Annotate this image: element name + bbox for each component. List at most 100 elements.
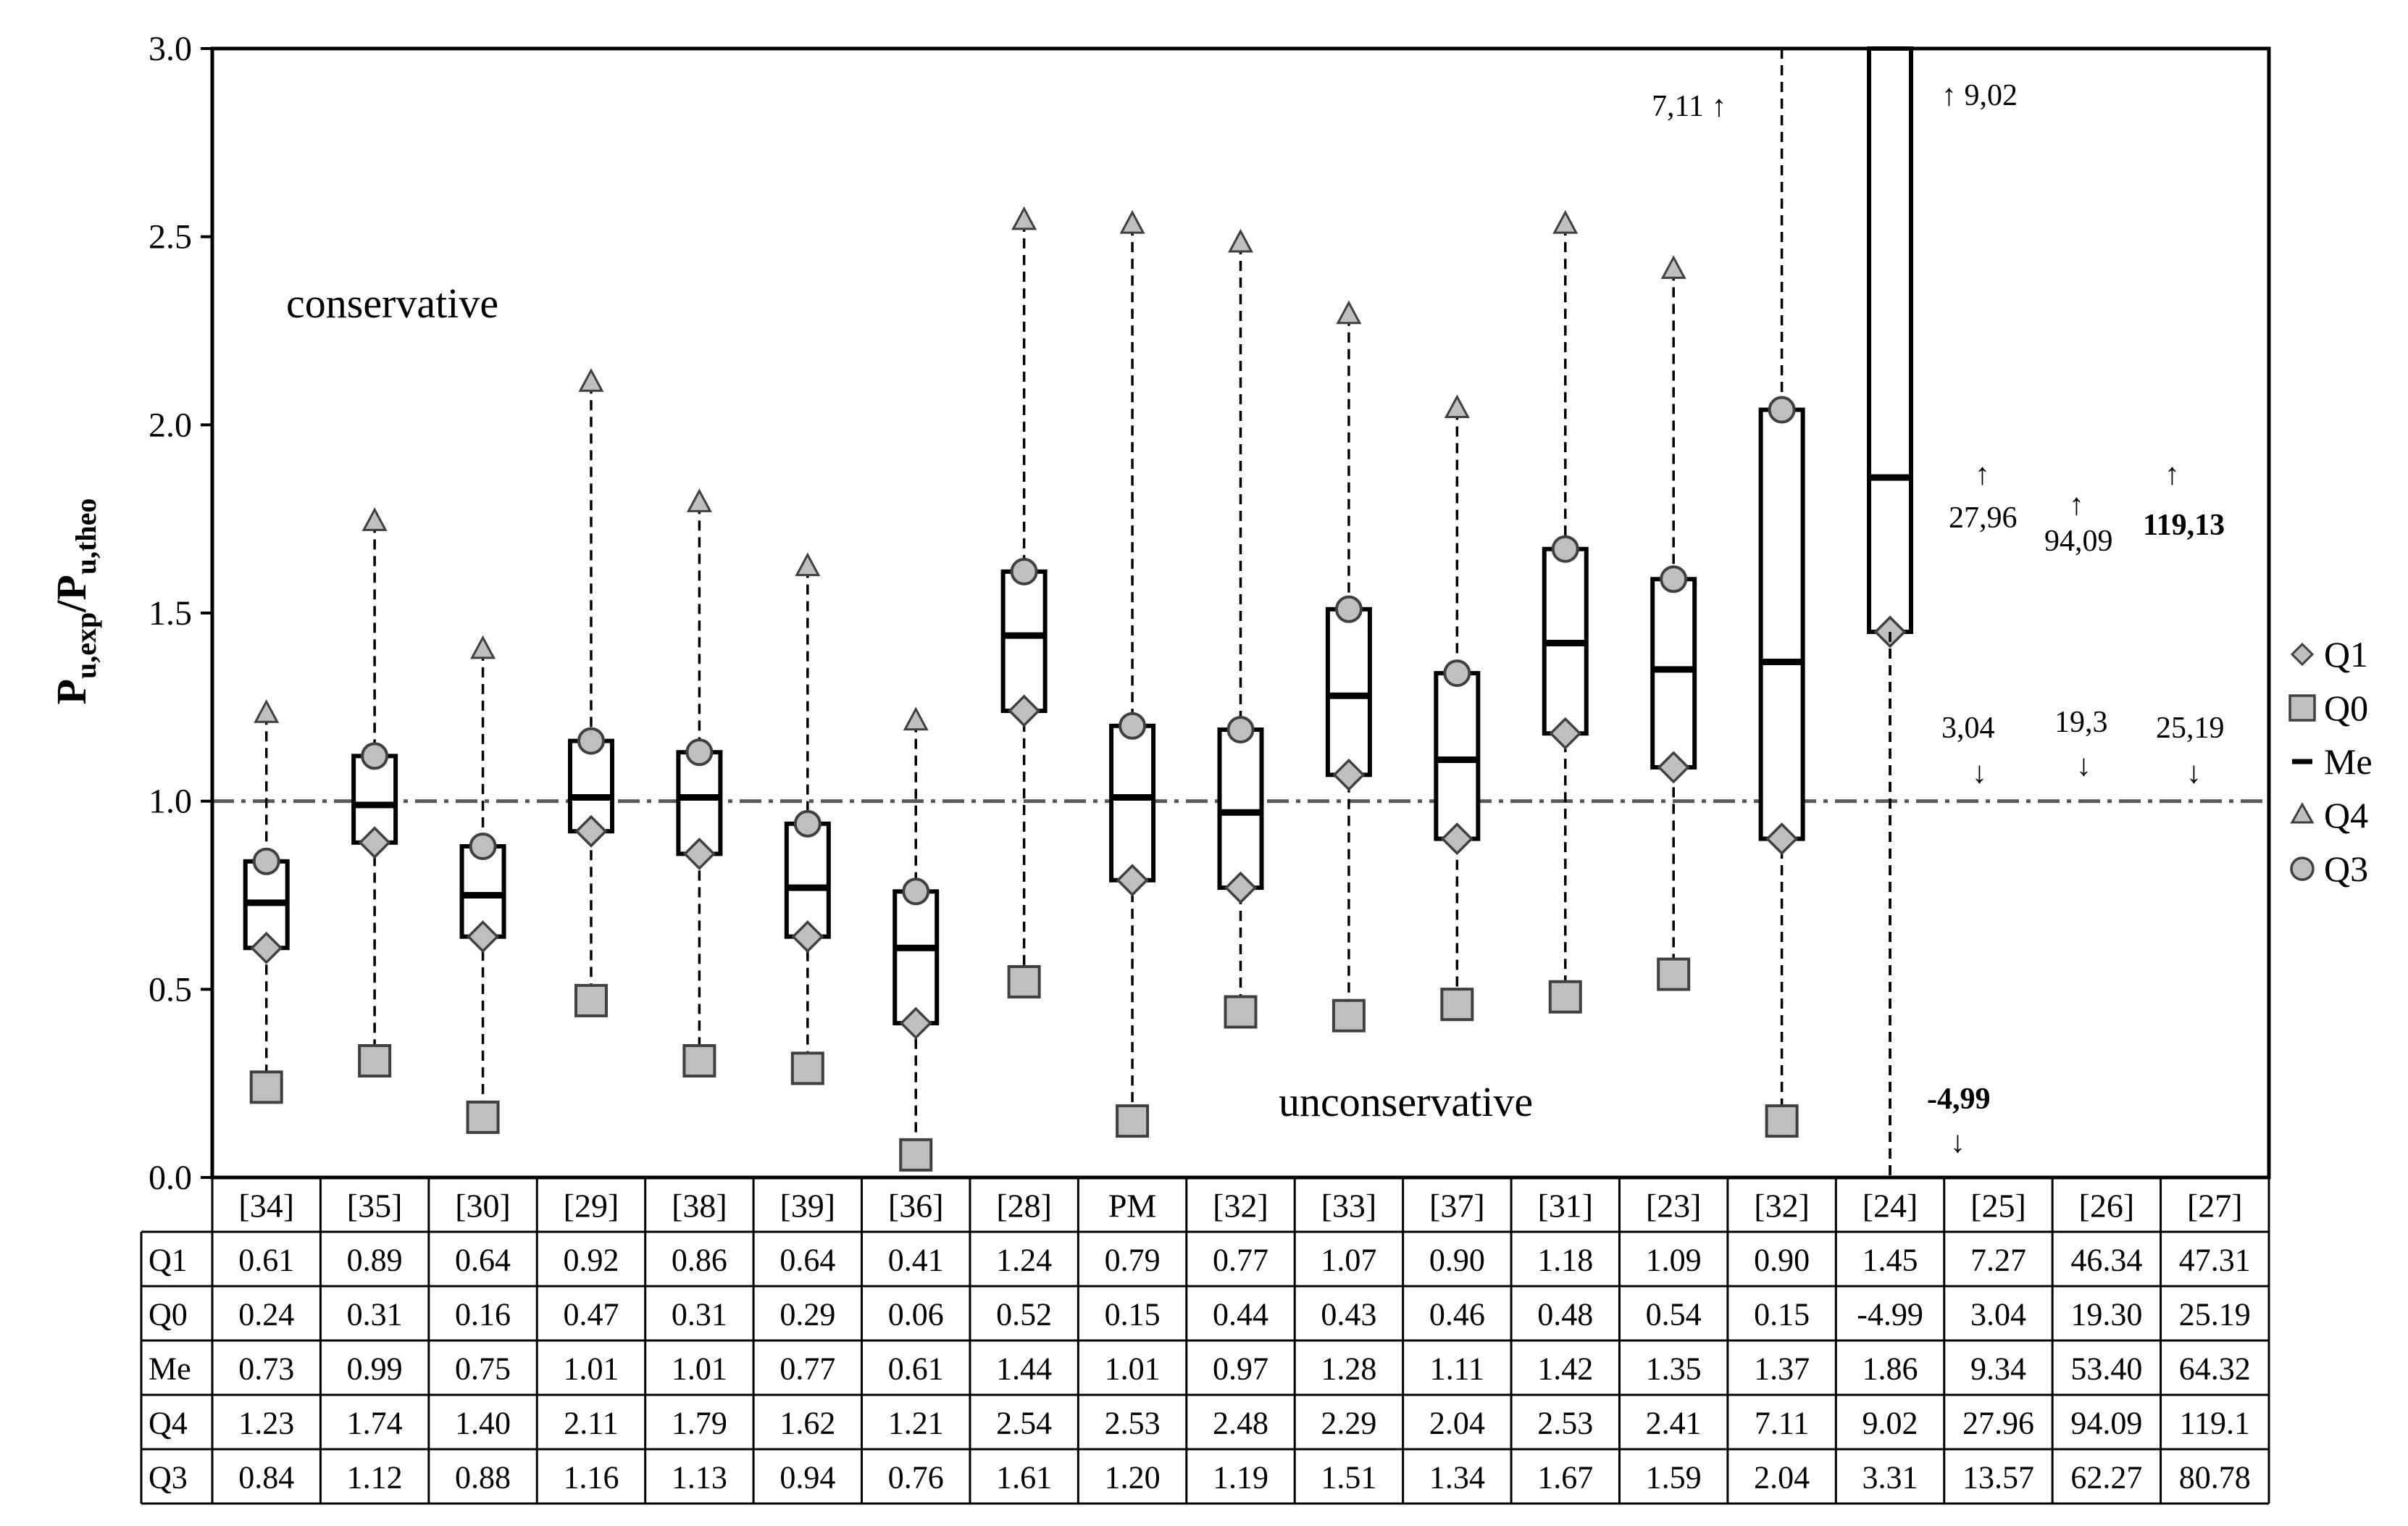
q1-marker: [1440, 822, 1473, 856]
table-cell: 2.11: [564, 1406, 618, 1441]
category-label: [24]: [1863, 1188, 1918, 1225]
y-tick-label: 0.5: [149, 970, 192, 1009]
q1-marker: [1332, 758, 1366, 791]
category-label: [31]: [1537, 1188, 1593, 1225]
y-axis-label: Pu,exp/Pu,theo: [48, 499, 102, 705]
table-cell: 0.52: [996, 1297, 1052, 1333]
table-cell: 0.64: [455, 1243, 511, 1278]
q4-marker: [1444, 394, 1470, 419]
table-cell: 1.19: [1213, 1460, 1268, 1496]
table-cell: 0.44: [1213, 1297, 1268, 1333]
table-cell: 1.07: [1321, 1243, 1376, 1278]
q3-marker: [685, 738, 714, 767]
annotation-q0-24-arrow: ↓: [1950, 1126, 1965, 1159]
y-tick-label: 2.0: [149, 406, 192, 444]
q1-marker: [1008, 694, 1041, 727]
table-cell: 1.21: [888, 1406, 944, 1441]
category-label: [36]: [888, 1188, 944, 1225]
table-cell: -4.99: [1857, 1297, 1923, 1333]
legend-item-q1: Q1: [2290, 634, 2368, 675]
table-cell: 1.01: [1105, 1351, 1161, 1387]
annotations: 7,11 ↑ ↑ 9,02 ↑ 27,96 ↑ 94,09 ↑ 119,13 3…: [1652, 79, 2225, 1159]
legend: Q1 Q0 Me Q4 Q3: [2288, 634, 2373, 889]
table-row-label: Q0: [149, 1297, 188, 1333]
q4-marker: [578, 368, 604, 392]
q1-marker: [467, 920, 500, 954]
table-cell: 1.42: [1537, 1351, 1593, 1387]
legend-item-q3: Q3: [2290, 849, 2368, 889]
table-cell: 62.27: [2070, 1460, 2142, 1496]
table-cell: 3.04: [1970, 1297, 2026, 1333]
category-label: [26]: [2079, 1188, 2135, 1225]
table-cell: 1.16: [563, 1460, 619, 1496]
table-cell: 7.27: [1970, 1243, 2026, 1278]
q3-marker: [577, 727, 605, 755]
iqr-box: [1325, 606, 1372, 777]
table-row-label: Q1: [149, 1243, 188, 1278]
q0-marker: [1007, 964, 1041, 998]
iqr-box: [892, 889, 940, 1026]
table-cell: 3.31: [1863, 1460, 1918, 1496]
table-cell: 1.01: [563, 1351, 619, 1387]
table-cell: 0.84: [238, 1460, 294, 1496]
table-cell: 2.04: [1429, 1406, 1485, 1441]
q3-marker: [1443, 659, 1471, 688]
q4-marker: [254, 699, 280, 723]
table-cell: 0.15: [1754, 1297, 1810, 1333]
y-tick-label: 1.0: [149, 783, 192, 821]
iqr-box: [784, 821, 831, 939]
table-cell: 2.04: [1754, 1460, 1810, 1496]
table-cell: 1.01: [672, 1351, 727, 1387]
q4-marker: [1227, 228, 1254, 253]
table-cell: 0.97: [1213, 1351, 1268, 1387]
table-cell: 1.61: [996, 1460, 1052, 1496]
table-cell: 1.34: [1429, 1460, 1485, 1496]
annotation-q0-24: -4,99: [1927, 1083, 1991, 1116]
q3-marker: [902, 877, 930, 906]
q3-marker: [469, 832, 497, 860]
q1-marker: [1765, 822, 1799, 856]
table-cell: 64.32: [2179, 1351, 2251, 1387]
q4-marker: [1660, 255, 1686, 279]
table-cell: 0.24: [238, 1297, 294, 1333]
table-cell: 0.75: [455, 1351, 511, 1387]
table-cell: 1.51: [1321, 1460, 1376, 1496]
annotation-q0-27: 25,19: [2156, 712, 2225, 745]
q0-marker: [1116, 1104, 1150, 1138]
table-cell: 0.47: [563, 1297, 619, 1333]
y-tick-label: 0.0: [149, 1159, 192, 1197]
category-label: [30]: [455, 1188, 511, 1225]
q4-marker: [1119, 209, 1145, 234]
legend-item-me: Me: [2292, 741, 2373, 782]
category-label: [32]: [1213, 1188, 1268, 1225]
table-cell: 0.64: [779, 1243, 835, 1278]
table-cell: 1.35: [1646, 1351, 1702, 1387]
annotation-q0-26: 19,3: [2054, 706, 2108, 739]
q1-marker: [791, 920, 824, 954]
annotation-q4-25-arrow: ↑: [1975, 458, 1990, 491]
iqr-box: [1434, 671, 1481, 841]
q0-marker: [1331, 998, 1366, 1033]
category-label: [29]: [564, 1188, 619, 1225]
annotation-q0-26-arrow: ↓: [2076, 749, 2091, 783]
table-cell: 9.02: [1863, 1406, 1918, 1441]
table-cell: 0.79: [1105, 1243, 1161, 1278]
data-table: [34] [35] [30] [29] [38] [39] [36] [28] PM [32] [3…: [140, 1177, 2270, 1505]
table-cell: 2.53: [1537, 1406, 1593, 1441]
q1-marker: [1549, 717, 1582, 750]
table-row-label: Q3: [149, 1460, 188, 1496]
table-cell: 1.12: [347, 1460, 403, 1496]
q1-marker: [899, 1006, 932, 1040]
q4-marker: [1011, 206, 1037, 230]
legend-label: Me: [2324, 741, 2373, 782]
table-cell: 0.77: [1213, 1243, 1268, 1278]
table-cell: 2.48: [1213, 1406, 1268, 1441]
table-cell: 1.44: [996, 1351, 1052, 1387]
q4-marker: [470, 635, 496, 659]
q4-marker: [1552, 209, 1579, 234]
table-cell: 0.61: [238, 1243, 294, 1278]
table-cell: 1.86: [1863, 1351, 1918, 1387]
q3-marker: [1334, 595, 1363, 623]
table-cell: 46.34: [2070, 1243, 2142, 1278]
table-cell: 2.29: [1321, 1406, 1376, 1441]
